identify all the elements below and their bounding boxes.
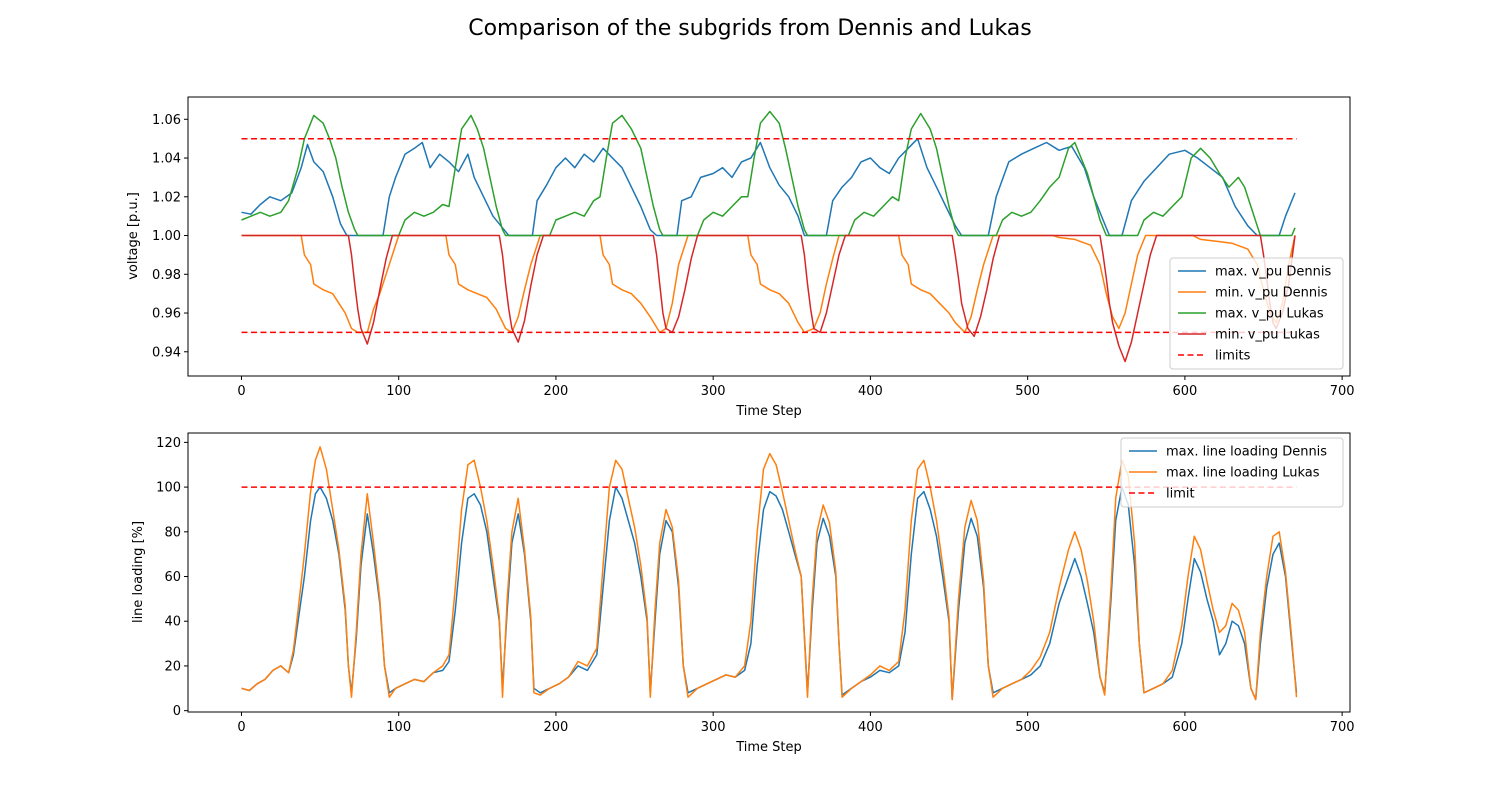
line-loading-y-tick-label: 0	[173, 704, 181, 719]
line-loading-x-tick-label: 100	[386, 720, 411, 735]
line-loading-y-tick-label: 120	[156, 436, 181, 451]
voltage-x-tick-label: 500	[1015, 384, 1040, 399]
voltage-series-min-v-pu-lukas	[241, 234, 1296, 363]
voltage-x-axis-label: Time Step	[735, 404, 802, 419]
line-loading-x-tick-label: 400	[858, 720, 883, 735]
voltage-legend-label-min-v-pu-dennis: min. v_pu Dennis	[1215, 286, 1328, 301]
voltage-y-tick-label: 1.00	[152, 229, 181, 244]
line-loading-subplot: 0 100 200 300 400 500 600 700 0 20 40 60 80 100 120 T…	[131, 432, 1355, 755]
figure-title: Comparison of the subgrids from Dennis a…	[468, 16, 1032, 41]
voltage-y-tick-label: 1.04	[152, 152, 181, 167]
line-loading-legend-label-limit: limit	[1166, 487, 1195, 502]
line-loading-x-tick-label: 500	[1015, 720, 1040, 735]
line-loading-x-tick-label: 600	[1172, 720, 1197, 735]
voltage-legend-frame	[1169, 257, 1344, 370]
voltage-y-tick-label: 1.02	[152, 190, 181, 205]
line-loading-x-axis-label: Time Step	[735, 740, 802, 755]
voltage-y-tick-label: 0.94	[152, 345, 181, 360]
line-loading-x-tick-label: 700	[1330, 720, 1355, 735]
voltage-y-axis-label: voltage [p.u.]	[126, 192, 141, 280]
line-loading-y-tick-label: 60	[164, 570, 181, 585]
voltage-x-tick-label: 400	[858, 384, 883, 399]
voltage-y-tick-label: 1.06	[152, 113, 181, 128]
voltage-x-tick-label: 300	[701, 384, 726, 399]
voltage-series-max-v-pu-lukas	[241, 110, 1296, 237]
voltage-plot-frame	[187, 96, 1351, 377]
voltage-legend: max. v_pu Dennis min. v_pu Dennis max. v_p…	[1169, 257, 1344, 370]
voltage-x-tick-label: 700	[1330, 384, 1355, 399]
voltage-legend-label-max-v-pu-lukas: max. v_pu Lukas	[1215, 307, 1324, 322]
line-loading-y-axis-label: line loading [%]	[131, 521, 146, 623]
voltage-subplot: 0 100 200 300 400 500 600 700 0.94 0.96 0.98 1.00 1…	[126, 96, 1355, 419]
voltage-y-tick-label: 0.96	[152, 307, 181, 322]
voltage-legend-label-max-v-pu-dennis: max. v_pu Dennis	[1215, 265, 1332, 280]
voltage-series-min-v-pu-dennis	[241, 234, 1296, 334]
voltage-x-tick-label: 0	[237, 384, 245, 399]
line-loading-legend-label-max-line-loading-lukas: max. line loading Lukas	[1166, 466, 1320, 481]
line-loading-y-tick-label: 40	[164, 615, 181, 630]
line-loading-x-tick-label: 300	[701, 720, 726, 735]
line-loading-y-tick-label: 80	[164, 525, 181, 540]
line-loading-y-tick-label: 20	[164, 659, 181, 674]
voltage-legend-label-min-v-pu-lukas: min. v_pu Lukas	[1215, 328, 1320, 343]
line-loading-x-tick-label: 0	[237, 720, 245, 735]
voltage-x-tick-label: 100	[386, 384, 411, 399]
line-loading-legend-frame	[1120, 437, 1344, 508]
line-loading-x-tick-label: 200	[544, 720, 569, 735]
line-loading-legend-label-max-line-loading-dennis: max. line loading Dennis	[1166, 445, 1327, 460]
line-loading-legend: max. line loading Dennis max. line loadin…	[1120, 437, 1344, 508]
line-loading-y-tick-label: 100	[156, 481, 181, 496]
voltage-x-tick-label: 200	[544, 384, 569, 399]
voltage-x-tick-label: 600	[1172, 384, 1197, 399]
line-loading-plot-frame	[187, 432, 1351, 713]
voltage-legend-label-limits: limits	[1215, 349, 1251, 364]
voltage-y-tick-label: 0.98	[152, 268, 181, 283]
